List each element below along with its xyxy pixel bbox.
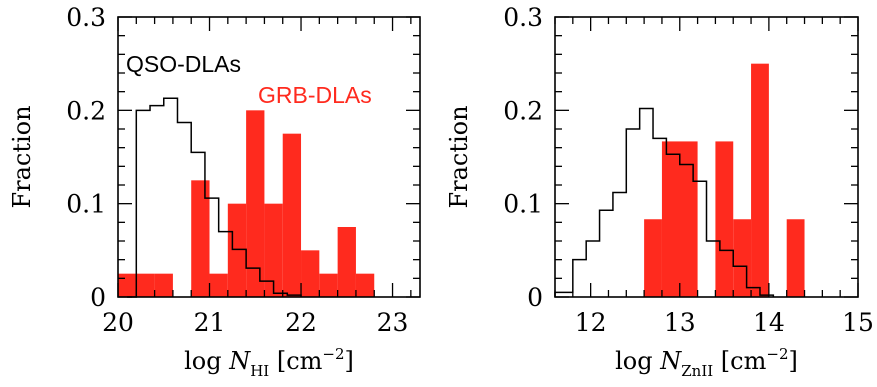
y-tick-label: 0 xyxy=(527,283,543,312)
x-axis-label: log NHI [cm−2] xyxy=(184,345,354,380)
y-tick-label: 0.1 xyxy=(503,190,543,219)
grb-bar-3 xyxy=(733,219,752,297)
x-label-prefix: log xyxy=(615,347,660,375)
grb-bar-1 xyxy=(154,273,173,297)
x-label-sup: −2 xyxy=(766,345,788,363)
grb-bar-8 xyxy=(301,250,320,297)
grb-bar-3 xyxy=(209,273,228,297)
grb-bar-5 xyxy=(246,110,265,297)
x-tick-label: 14 xyxy=(753,308,785,337)
x-label-var: N xyxy=(228,347,251,375)
grb-bar-7 xyxy=(282,133,302,297)
x-label-close: ] xyxy=(789,347,798,375)
grb-bar-2 xyxy=(191,180,210,297)
plot-frame xyxy=(117,16,421,298)
x-tick-label: 21 xyxy=(194,308,226,337)
grb-bar-1 xyxy=(661,141,698,297)
qso-step-line xyxy=(127,97,302,298)
grb-bar-5 xyxy=(786,219,805,297)
grb-bar-2 xyxy=(715,141,734,297)
x-tick-label: 22 xyxy=(285,308,317,337)
qso-step-line xyxy=(554,107,775,297)
x-tick-label: 15 xyxy=(842,308,874,337)
right-panel: 12 13 14 15 0 0.1 0.2 0.3 Fraction log NZnII [cm−… xyxy=(445,3,874,380)
y-tick-label: 0.1 xyxy=(66,190,106,219)
legend-qso-dlas: QSO-DLAs xyxy=(126,51,241,77)
y-tick-label: 0.2 xyxy=(66,96,106,125)
x-label-close: ] xyxy=(345,347,354,375)
x-tick-label: 13 xyxy=(664,308,696,337)
plot-frame xyxy=(554,16,859,298)
grb-bar-11 xyxy=(355,273,375,297)
y-axis-label: Fraction xyxy=(8,105,36,208)
x-label-var: N xyxy=(659,347,682,375)
grb-bar-9 xyxy=(319,273,338,297)
left-panel: 20 21 22 23 0 0.1 0.2 0.3 Fraction log NHI [cm−2]… xyxy=(8,3,421,380)
x-label-sup: −2 xyxy=(322,345,344,363)
grb-bar-4 xyxy=(227,203,247,297)
x-tick-label: 12 xyxy=(575,308,607,337)
legend-grb-dlas: GRB-DLAs xyxy=(258,82,372,108)
x-tick-label: 23 xyxy=(377,308,409,337)
x-label-sub: ZnII xyxy=(681,362,713,380)
x-label-unit: [cm xyxy=(269,347,322,375)
grb-bar-0 xyxy=(644,219,662,297)
y-tick-label: 0 xyxy=(90,283,106,312)
y-tick-label: 0.2 xyxy=(503,96,543,125)
x-label-prefix: log xyxy=(184,347,229,375)
grb-bar-6 xyxy=(264,203,283,297)
grb-bar-10 xyxy=(337,227,356,297)
x-tick-label: 20 xyxy=(102,308,134,337)
y-tick-label: 0.3 xyxy=(503,3,543,32)
x-label-unit: [cm xyxy=(713,347,766,375)
y-axis-label: Fraction xyxy=(445,105,473,208)
x-axis-label: log NZnII [cm−2] xyxy=(615,345,798,380)
y-tick-label: 0.3 xyxy=(66,3,106,32)
grb-bar-4 xyxy=(751,63,769,297)
x-label-sub: HI xyxy=(250,362,269,380)
